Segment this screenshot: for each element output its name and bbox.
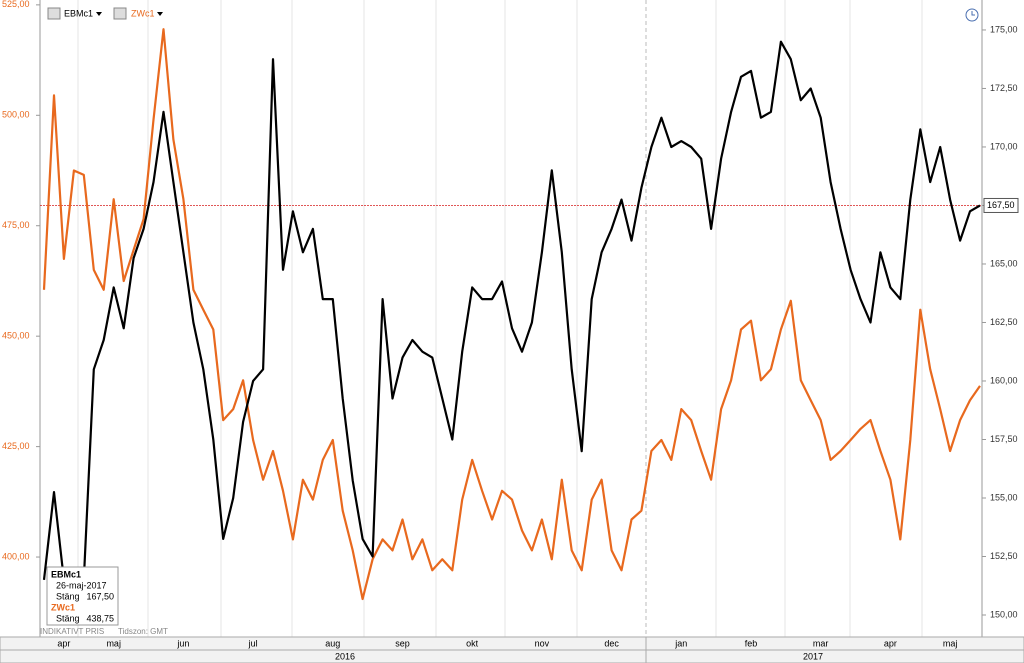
plot bbox=[40, 28, 982, 601]
y2-tick-label: 162,50 bbox=[990, 317, 1018, 327]
year-label: 2017 bbox=[803, 651, 823, 661]
series-line bbox=[42, 28, 981, 601]
y2-tick-label: 160,00 bbox=[990, 375, 1018, 385]
x-tick-label: jul bbox=[248, 638, 258, 648]
legend-icon bbox=[113, 7, 127, 20]
y2-tick-label: 155,00 bbox=[990, 492, 1018, 502]
y2-tick-label: 172,50 bbox=[990, 83, 1018, 93]
tooltip-series: ZWc1 bbox=[51, 602, 75, 612]
y2-tick-label: 170,00 bbox=[990, 141, 1018, 151]
tooltip-series: EBMc1 bbox=[51, 569, 81, 579]
y-tick-label: 400,00 bbox=[2, 551, 30, 561]
x-tick-label: nov bbox=[535, 638, 550, 648]
y-tick-label: 475,00 bbox=[2, 220, 30, 230]
y2-tick-label: 175,00 bbox=[990, 24, 1018, 34]
legend-button[interactable]: ZWc1 bbox=[113, 7, 163, 20]
clock-hands bbox=[971, 11, 975, 16]
tooltip-label: Stäng bbox=[56, 613, 80, 623]
y-tick-label: 525,00 bbox=[2, 0, 30, 9]
clock-button[interactable] bbox=[965, 8, 979, 22]
note: INDIKATIVT PRIS bbox=[40, 627, 104, 636]
y-tick-label: 450,00 bbox=[2, 331, 30, 341]
x-tick-label: jan bbox=[674, 638, 687, 648]
y2-tick-label: 150,00 bbox=[990, 609, 1018, 619]
x-tick-label: maj bbox=[106, 638, 121, 648]
tooltip-date: 26-maj-2017 bbox=[56, 580, 107, 590]
legend-label[interactable]: EBMc1 bbox=[64, 8, 93, 18]
reference-label-box bbox=[983, 197, 1019, 213]
x-tick-label: maj bbox=[943, 638, 958, 648]
tooltip-value: 438,75 bbox=[86, 613, 114, 623]
y-tick-label: 500,00 bbox=[2, 110, 30, 120]
y2-tick-label: 157,50 bbox=[990, 434, 1018, 444]
tooltip-value: 167,50 bbox=[86, 591, 114, 601]
y2-tick-label: 152,50 bbox=[990, 551, 1018, 561]
reference-label: 167,50 bbox=[987, 200, 1015, 210]
x-tick-label: feb bbox=[745, 638, 758, 648]
series-line bbox=[42, 40, 981, 581]
note: Tidszon: GMT bbox=[118, 627, 168, 636]
tooltip-box bbox=[46, 566, 119, 626]
legend-label[interactable]: ZWc1 bbox=[131, 8, 155, 18]
x-tick-label: aug bbox=[325, 638, 340, 648]
y-tick-label: 425,00 bbox=[2, 441, 30, 451]
y2-tick-label: 165,00 bbox=[990, 258, 1018, 268]
x-tick-label: dec bbox=[604, 638, 619, 648]
legend-icon bbox=[47, 7, 61, 20]
dropdown-arrow bbox=[96, 12, 102, 16]
year-bar bbox=[0, 649, 1024, 663]
x-tick-label: apr bbox=[57, 638, 70, 648]
month-separators bbox=[77, 0, 923, 637]
x-tick-label: jun bbox=[176, 638, 189, 648]
x-tick-label: mar bbox=[813, 638, 829, 648]
x-tick-label: apr bbox=[884, 638, 897, 648]
dropdown-arrow bbox=[157, 12, 163, 16]
x-tick-label: sep bbox=[395, 638, 410, 648]
x-tick-label: okt bbox=[466, 638, 479, 648]
month-bar bbox=[0, 636, 1024, 651]
legend-button[interactable]: EBMc1 bbox=[47, 7, 102, 20]
year-label: 2016 bbox=[335, 651, 355, 661]
tooltip-label: Stäng bbox=[56, 591, 80, 601]
tooltip: EBMc1 26-maj-2017 Stäng 167,50 ZWc1 Stän… bbox=[46, 566, 119, 626]
